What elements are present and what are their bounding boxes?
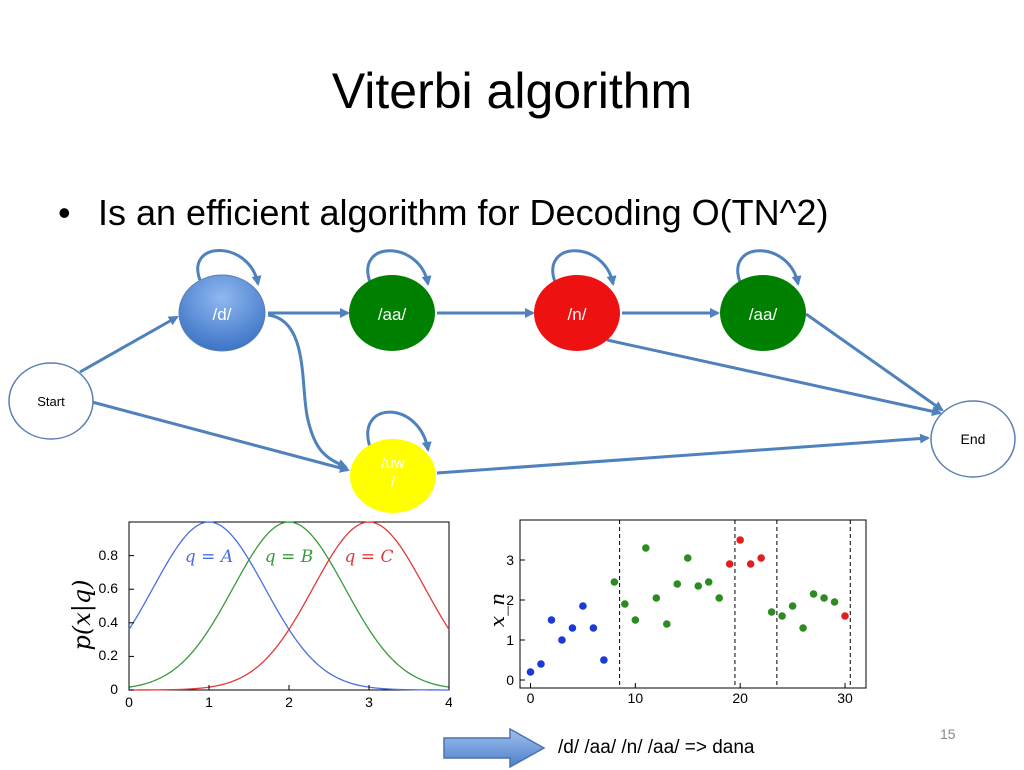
data-point — [736, 536, 744, 544]
data-point — [757, 554, 765, 562]
start-node-label: Start — [37, 394, 65, 409]
data-point — [830, 598, 839, 606]
hmm-diagram: Start /d/ /aa/ /n/ /aa/ /uw / End — [8, 249, 1016, 513]
state-node-aa2 — [720, 275, 806, 351]
data-point — [778, 612, 786, 620]
data-point — [799, 624, 807, 632]
state-label-d: /d/ — [213, 305, 232, 324]
series-line — [129, 521, 450, 691]
data-point — [589, 624, 598, 632]
series-line — [128, 521, 450, 688]
data-point — [683, 554, 692, 562]
end-node — [930, 400, 1016, 478]
y-axis-title: x_n — [490, 593, 509, 627]
x-tick-label: 2 — [285, 694, 293, 710]
bullet-dot: • — [58, 192, 71, 233]
hmm-edges — [79, 249, 944, 475]
x-tick-label: 4 — [445, 694, 452, 710]
data-point — [841, 612, 849, 620]
plot-area — [519, 519, 867, 689]
y-tick-label: 0.4 — [98, 613, 118, 630]
decoding-caption: /d/ /aa/ /n/ /aa/ => dana — [558, 737, 755, 758]
data-point — [809, 590, 818, 598]
data-point — [547, 616, 556, 624]
state-node-d — [178, 274, 266, 352]
transition-edge — [436, 433, 930, 475]
scatter-chart: 0 10 20 30 0 1 2 3 x_n — [490, 519, 867, 706]
y-tick-label: 2 — [506, 592, 514, 608]
data-point — [715, 594, 724, 602]
state-node-n — [534, 275, 620, 351]
transition-edge — [79, 315, 179, 374]
transition-edge — [805, 312, 944, 412]
y-tick-labels: 0 0.2 0.4 0.6 0.8 — [70, 515, 120, 710]
data-point — [767, 608, 776, 616]
self-loop-edge — [736, 249, 802, 286]
data-point — [746, 560, 755, 568]
x-tick-label: 1 — [205, 694, 213, 710]
data-point — [662, 620, 671, 628]
y-tick-label: 0.6 — [98, 580, 118, 597]
data-point — [631, 616, 640, 624]
y-tick-label: 0.2 — [98, 647, 118, 664]
self-loop-edge — [366, 249, 432, 286]
data-point — [725, 560, 734, 568]
x-tick-label: 20 — [732, 690, 748, 706]
state-node-uw — [350, 439, 436, 513]
state-label-aa2: /aa/ — [749, 305, 778, 324]
data-point — [526, 668, 535, 676]
y-axis-title-box: p(x|q) — [52, 520, 122, 700]
gaussian-chart: 0 1 2 3 4 q = A q = B q = C — [125, 521, 452, 710]
data-point — [600, 656, 608, 664]
state-node-aa1 — [349, 275, 435, 351]
start-node — [8, 362, 94, 440]
data-point — [579, 602, 587, 610]
y-axis-title: p(x|q) — [68, 579, 97, 650]
slide-number: 15 — [940, 726, 956, 742]
x-tick-label: 30 — [837, 690, 853, 706]
bullet-point: • Is an efficient algorithm for Decoding … — [58, 192, 829, 234]
self-loop-edge — [366, 410, 432, 452]
data-point — [652, 594, 661, 602]
y-tick-label: 0 — [110, 681, 118, 697]
series-label: q = A — [185, 547, 233, 567]
self-loop-edge — [551, 249, 617, 286]
x-tick-label: 3 — [365, 694, 373, 710]
series-label: q = B — [265, 547, 313, 567]
x-tick-label: 10 — [628, 690, 644, 706]
end-node-label: End — [961, 431, 986, 447]
transition-edge — [606, 338, 942, 417]
state-label-aa1: /aa/ — [378, 305, 407, 324]
self-loop-edge — [196, 249, 262, 286]
x-tick-label: 0 — [527, 690, 535, 706]
transition-edge — [91, 400, 350, 473]
y-tick-label: 0 — [506, 672, 514, 688]
data-point — [704, 578, 713, 586]
transition-edge — [267, 313, 348, 469]
data-point — [621, 600, 629, 608]
series-label: q = C — [345, 547, 394, 567]
state-label-n: /n/ — [568, 305, 587, 324]
y-tick-label: 3 — [506, 552, 514, 568]
data-point — [537, 660, 545, 668]
data-point — [788, 602, 797, 610]
x-tick-label: 0 — [125, 694, 133, 710]
state-label-uw: /uw / — [381, 455, 405, 491]
data-point — [610, 578, 619, 586]
data-point — [673, 580, 682, 588]
data-point — [568, 624, 577, 632]
y-tick-label: 1 — [506, 632, 514, 648]
bullet-text: Is an efficient algorithm for Decoding O… — [98, 192, 829, 233]
data-point — [820, 594, 828, 602]
right-arrow-icon — [443, 727, 546, 769]
data-point — [694, 582, 703, 590]
y-tick-label: 0.8 — [98, 546, 118, 563]
page-title: Viterbi algorithm — [331, 63, 693, 119]
hmm-nodes: Start /d/ /aa/ /n/ /aa/ /uw / End — [8, 274, 1016, 513]
data-point — [558, 636, 566, 644]
data-point — [642, 544, 650, 552]
